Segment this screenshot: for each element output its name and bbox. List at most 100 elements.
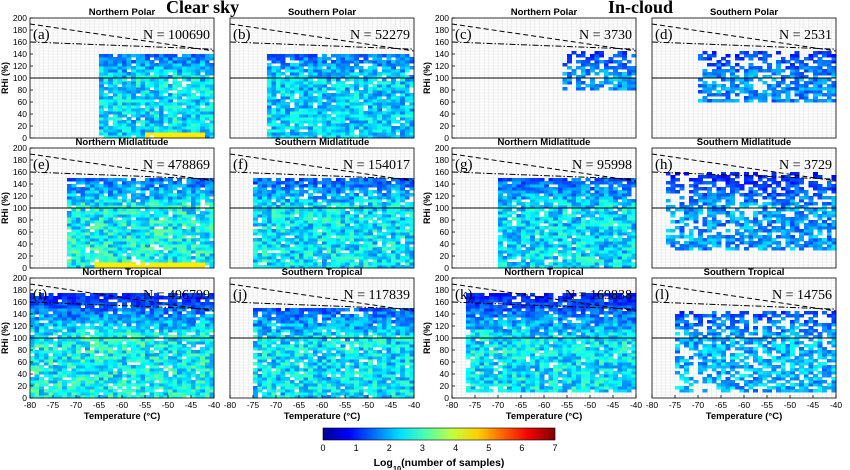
x-tick-label: -80 bbox=[24, 400, 37, 410]
panel-label: (h) bbox=[655, 157, 673, 173]
homogeneous-freezing-line bbox=[651, 301, 837, 310]
y-tick-label: 160 bbox=[13, 37, 27, 47]
y-tick-label: 40 bbox=[440, 109, 450, 119]
homogeneous-freezing-line bbox=[229, 171, 415, 180]
y-tick-label: 200 bbox=[13, 13, 27, 23]
sample-count-label: N = 478869 bbox=[143, 158, 210, 173]
y-tick-label: 60 bbox=[440, 97, 450, 107]
group-title-clear-sky: Clear sky bbox=[166, 0, 240, 17]
x-tick-label: -70 bbox=[270, 400, 283, 410]
panel-label: (b) bbox=[233, 27, 251, 43]
y-tick-label: 80 bbox=[18, 85, 28, 95]
plot-frame bbox=[229, 17, 415, 139]
y-tick-label: 100 bbox=[13, 73, 27, 83]
sample-count-label: N = 2531 bbox=[779, 28, 832, 43]
colorbar-tick-label: 7 bbox=[552, 443, 557, 453]
colorbar-tick-label: 6 bbox=[519, 443, 524, 453]
y-tick-label: 180 bbox=[13, 25, 27, 35]
y-tick-label: 20 bbox=[18, 121, 28, 131]
heatmap-cells bbox=[675, 311, 837, 393]
heatmap-cells bbox=[30, 293, 215, 399]
y-tick-label: 100 bbox=[435, 73, 449, 83]
y-tick-label: 0 bbox=[22, 263, 27, 273]
y-tick-label: 200 bbox=[435, 143, 449, 153]
x-tick-label: -45 bbox=[185, 400, 198, 410]
y-axis-label: RHi (%) bbox=[0, 192, 10, 224]
liquid-saturation-line bbox=[651, 23, 837, 52]
y-tick-label: 0 bbox=[444, 393, 449, 403]
heatmap-cells bbox=[253, 178, 415, 269]
x-tick-label: -60 bbox=[316, 400, 329, 410]
panel-label: (g) bbox=[455, 157, 473, 173]
x-tick-label: -40 bbox=[830, 400, 843, 410]
panel-title: Southern Tropical bbox=[704, 267, 785, 278]
y-tick-label: 120 bbox=[13, 321, 27, 331]
plot-frame bbox=[229, 147, 415, 269]
y-tick-label: 40 bbox=[18, 369, 28, 379]
panel-l: Southern Tropical (l) N = 14756 -80 -75 -70 -6… bbox=[646, 267, 843, 422]
y-tick-label: 100 bbox=[13, 333, 27, 343]
liquid-saturation-line bbox=[29, 283, 215, 312]
panel-b: Southern Polar (b) N = 52279 bbox=[229, 7, 415, 139]
y-axis-label: RHi (%) bbox=[422, 192, 432, 224]
y-tick-label: 180 bbox=[435, 155, 449, 165]
panel-label: (k) bbox=[455, 287, 473, 303]
sample-count-label: N = 169838 bbox=[565, 288, 632, 303]
panel-f: Southern Midlatitude (f) N = 154017 bbox=[229, 137, 415, 269]
x-tick-label: -75 bbox=[247, 400, 260, 410]
sample-count-label: N = 154017 bbox=[343, 158, 410, 173]
y-tick-label: 60 bbox=[18, 97, 28, 107]
liquid-saturation-line bbox=[29, 153, 215, 182]
y-tick-label: 40 bbox=[440, 239, 450, 249]
homogeneous-freezing-line bbox=[29, 301, 215, 310]
x-tick-label: -70 bbox=[692, 400, 705, 410]
y-tick-label: 200 bbox=[435, 13, 449, 23]
y-tick-label: 120 bbox=[435, 191, 449, 201]
y-axis-label: RHi (%) bbox=[422, 322, 432, 354]
y-tick-label: 20 bbox=[440, 381, 450, 391]
x-tick-label: -40 bbox=[408, 400, 421, 410]
heatmap-cells bbox=[665, 172, 837, 251]
heatmap-cells bbox=[266, 54, 415, 139]
y-tick-label: 0 bbox=[444, 263, 449, 273]
y-tick-label: 200 bbox=[13, 273, 27, 283]
x-tick-label: -75 bbox=[47, 400, 60, 410]
y-tick-label: 60 bbox=[18, 357, 28, 367]
x-axis-label: Temperature (°C) bbox=[84, 411, 160, 422]
x-tick-label: -55 bbox=[561, 400, 574, 410]
panel-label: (e) bbox=[33, 157, 50, 173]
panel-label: (d) bbox=[655, 27, 673, 43]
y-tick-label: 20 bbox=[440, 121, 450, 131]
x-tick-label: -75 bbox=[669, 400, 682, 410]
liquid-saturation-line bbox=[229, 283, 415, 312]
y-tick-label: 80 bbox=[440, 345, 450, 355]
colorbar-tick-label: 4 bbox=[453, 443, 458, 453]
y-tick-label: 200 bbox=[13, 143, 27, 153]
y-tick-label: 80 bbox=[18, 345, 28, 355]
y-tick-label: 40 bbox=[18, 239, 28, 249]
x-tick-label: -40 bbox=[208, 400, 221, 410]
y-tick-label: 0 bbox=[22, 133, 27, 143]
liquid-saturation-line bbox=[651, 283, 837, 312]
panel-title: Southern Polar bbox=[710, 7, 778, 18]
y-tick-label: 120 bbox=[435, 61, 449, 71]
x-axis-label: Temperature (°C) bbox=[284, 411, 360, 422]
colorbar-tick-label: 5 bbox=[486, 443, 491, 453]
liquid-saturation-line bbox=[451, 153, 637, 182]
y-axis-label: RHi (%) bbox=[0, 62, 10, 94]
x-tick-label: -70 bbox=[492, 400, 505, 410]
y-tick-label: 160 bbox=[435, 297, 449, 307]
plot-frame bbox=[651, 17, 837, 139]
y-tick-label: 120 bbox=[435, 321, 449, 331]
panel-i: Northern Tropical (i) N = 496799 0 20 40 60 80 1… bbox=[0, 267, 220, 422]
colorbar-tick-label: 3 bbox=[420, 443, 425, 453]
x-tick-label: -45 bbox=[385, 400, 398, 410]
sample-count-label: N = 52279 bbox=[350, 28, 410, 43]
y-tick-label: 180 bbox=[435, 25, 449, 35]
panel-g: Northern Midlatitude (g) N = 95998 0 20 40 60 8… bbox=[422, 137, 637, 273]
x-tick-label: -60 bbox=[116, 400, 129, 410]
x-tick-label: -70 bbox=[70, 400, 83, 410]
panel-label: (j) bbox=[233, 287, 247, 303]
colorbar: 0 1 2 3 4 5 6 7 Log10(number of samples) bbox=[320, 427, 558, 470]
